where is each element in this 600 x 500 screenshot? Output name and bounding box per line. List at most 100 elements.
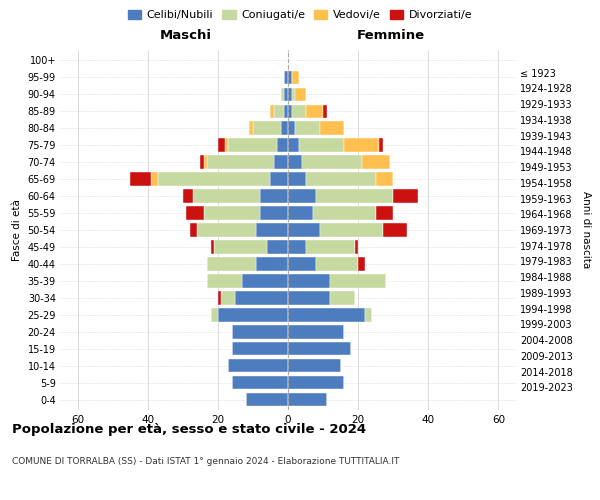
Bar (320, 122, 344, 134)
Bar (267, 240, 288, 254)
Bar (208, 156, 274, 168)
Bar (253, 122, 281, 134)
Bar (274, 104, 284, 118)
Bar (232, 342, 288, 355)
Y-axis label: Anni di nascita: Anni di nascita (581, 192, 592, 268)
Bar (288, 376, 344, 390)
Bar (218, 138, 225, 151)
Bar (235, 292, 288, 304)
Bar (316, 258, 358, 270)
Bar (383, 224, 407, 236)
Bar (365, 308, 372, 322)
Bar (305, 240, 355, 254)
Bar (288, 104, 292, 118)
Bar (288, 292, 330, 304)
Bar (284, 70, 288, 84)
Bar (232, 376, 288, 390)
Bar (284, 104, 288, 118)
Bar (284, 88, 288, 101)
Bar (288, 274, 330, 287)
Bar (288, 359, 341, 372)
Bar (288, 224, 320, 236)
Bar (256, 224, 288, 236)
Bar (250, 122, 253, 134)
Bar (305, 104, 323, 118)
Bar (330, 292, 355, 304)
Bar (288, 88, 292, 101)
Bar (274, 156, 288, 168)
Bar (186, 206, 204, 220)
Bar (208, 258, 256, 270)
Bar (313, 206, 376, 220)
Bar (379, 138, 383, 151)
Bar (288, 258, 316, 270)
Bar (344, 138, 379, 151)
Bar (376, 206, 393, 220)
Bar (288, 326, 344, 338)
Bar (292, 104, 305, 118)
Bar (292, 88, 295, 101)
Bar (288, 308, 365, 322)
Bar (211, 240, 214, 254)
Bar (288, 342, 351, 355)
Bar (204, 206, 260, 220)
Bar (281, 88, 284, 101)
Bar (316, 190, 393, 202)
Bar (158, 172, 271, 186)
Bar (288, 138, 299, 151)
Bar (246, 393, 288, 406)
Bar (229, 359, 288, 372)
Text: Femmine: Femmine (356, 28, 425, 42)
Bar (271, 104, 274, 118)
Bar (288, 206, 313, 220)
Bar (288, 190, 316, 202)
Bar (292, 70, 299, 84)
Bar (130, 172, 151, 186)
Bar (288, 172, 305, 186)
Bar (320, 224, 383, 236)
Bar (229, 138, 277, 151)
Bar (256, 258, 288, 270)
Bar (204, 156, 208, 168)
Bar (211, 308, 218, 322)
Bar (323, 104, 326, 118)
Bar (288, 122, 295, 134)
Text: Maschi: Maschi (160, 28, 211, 42)
Bar (242, 274, 288, 287)
Bar (288, 70, 292, 84)
Bar (183, 190, 193, 202)
Bar (221, 292, 235, 304)
Text: COMUNE DI TORRALBA (SS) - Dati ISTAT 1° gennaio 2024 - Elaborazione TUTTITALIA.I: COMUNE DI TORRALBA (SS) - Dati ISTAT 1° … (12, 458, 400, 466)
Bar (208, 274, 242, 287)
Bar (281, 122, 288, 134)
Bar (200, 156, 204, 168)
Legend: Celibi/Nubili, Coniugati/e, Vedovi/e, Divorziati/e: Celibi/Nubili, Coniugati/e, Vedovi/e, Di… (124, 6, 476, 25)
Bar (277, 138, 288, 151)
Bar (288, 156, 302, 168)
Bar (295, 88, 305, 101)
Bar (225, 138, 229, 151)
Bar (376, 172, 393, 186)
Bar (305, 172, 376, 186)
Bar (302, 156, 362, 168)
Bar (271, 172, 288, 186)
Text: Popolazione per età, sesso e stato civile - 2024: Popolazione per età, sesso e stato civil… (12, 422, 366, 436)
Bar (193, 190, 260, 202)
Bar (151, 172, 158, 186)
Bar (330, 274, 386, 287)
Bar (362, 156, 390, 168)
Bar (288, 240, 305, 254)
Bar (218, 308, 288, 322)
Y-axis label: Fasce di età: Fasce di età (12, 199, 22, 261)
Bar (358, 258, 365, 270)
Bar (288, 393, 326, 406)
Bar (355, 240, 358, 254)
Bar (260, 190, 288, 202)
Bar (260, 206, 288, 220)
Bar (190, 224, 197, 236)
Bar (214, 240, 267, 254)
Bar (232, 326, 288, 338)
Bar (197, 224, 256, 236)
Bar (299, 138, 344, 151)
Bar (218, 292, 221, 304)
